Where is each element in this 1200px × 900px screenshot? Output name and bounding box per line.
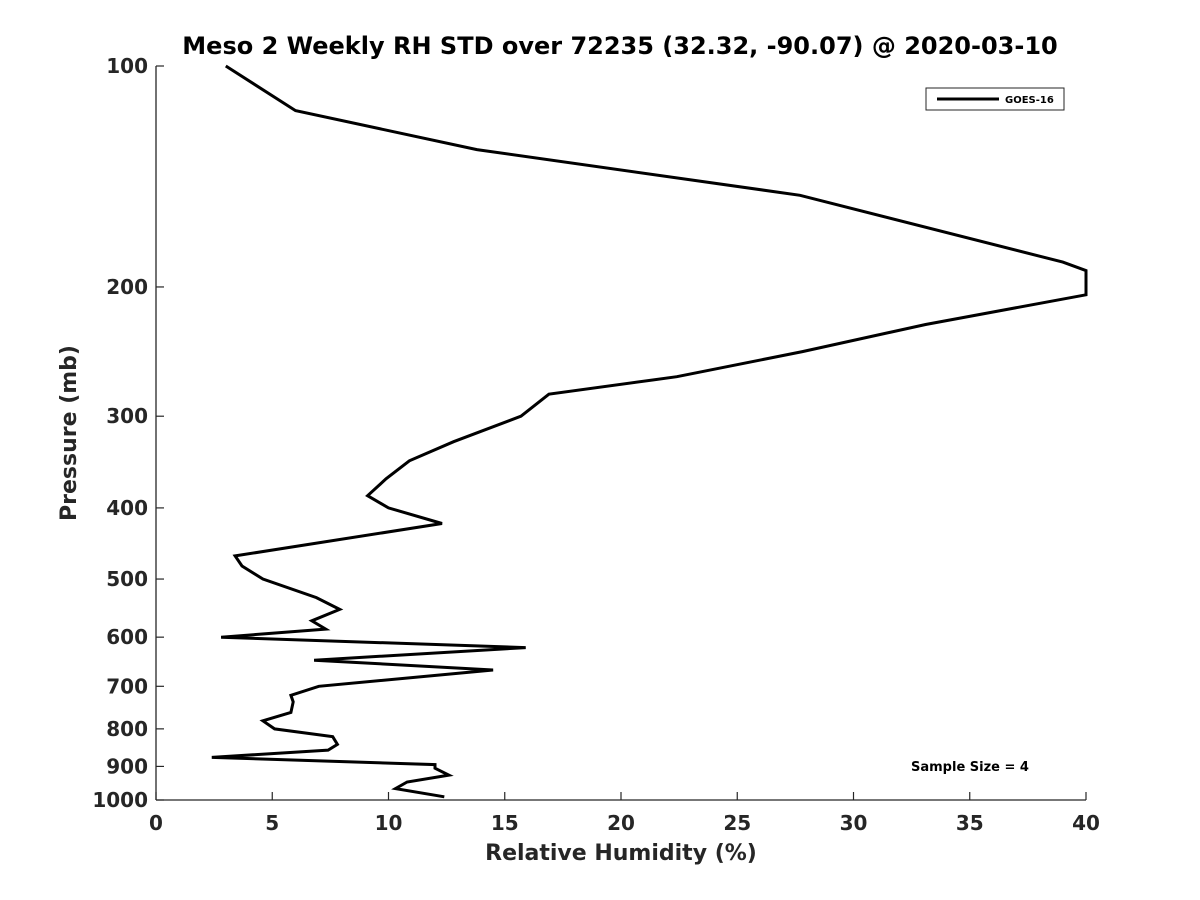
x-tick-label: 30 <box>840 811 868 835</box>
x-tick-label: 0 <box>149 811 163 835</box>
y-tick-label: 1000 <box>92 788 148 812</box>
x-tick-label: 10 <box>375 811 403 835</box>
plot-area <box>155 66 1086 801</box>
sample-size-annotation: Sample Size = 4 <box>911 760 1029 775</box>
y-axis-label: Pressure (mb) <box>57 345 82 521</box>
chart-title: Meso 2 Weekly RH STD over 72235 (32.32, … <box>182 32 1057 60</box>
y-tick-label: 800 <box>106 717 148 741</box>
y-axis-ticks: 100 200 300 400 500 600 700 800 900 1000 <box>92 54 164 812</box>
y-tick-label: 500 <box>106 567 148 591</box>
x-tick-label: 35 <box>956 811 984 835</box>
x-tick-label: 5 <box>265 811 279 835</box>
legend-label: GOES-16 <box>1005 95 1054 106</box>
y-tick-label: 700 <box>106 674 148 698</box>
x-tick-label: 20 <box>607 811 635 835</box>
x-tick-label: 25 <box>723 811 751 835</box>
y-tick-label: 400 <box>106 496 148 520</box>
series-line-goes-16 <box>211 64 1088 799</box>
y-tick-label: 200 <box>106 275 148 299</box>
x-axis-ticks: 0 5 10 15 20 25 30 35 40 <box>149 792 1100 835</box>
x-tick-label: 15 <box>491 811 519 835</box>
y-tick-label: 100 <box>106 54 148 78</box>
y-tick-label: 300 <box>106 404 148 428</box>
y-tick-label: 900 <box>106 754 148 778</box>
legend: GOES-16 <box>925 87 1065 111</box>
series-layer <box>211 64 1088 799</box>
x-axis-label: Relative Humidity (%) <box>485 841 757 866</box>
x-tick-label: 40 <box>1072 811 1100 835</box>
y-tick-label: 600 <box>106 625 148 649</box>
